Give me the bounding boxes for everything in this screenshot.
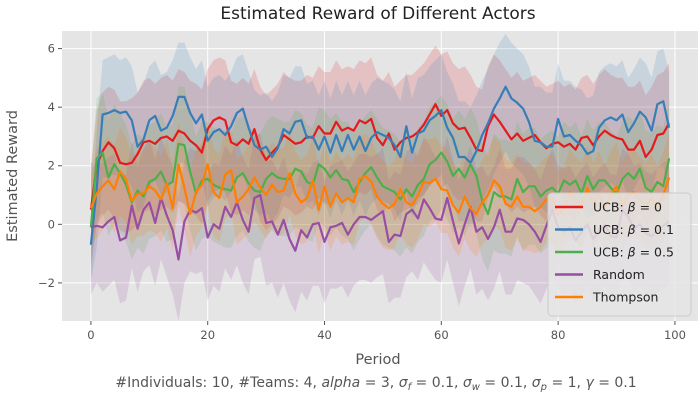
y-axis-ticks: −2 0 2 4 6 xyxy=(38,42,62,290)
legend-label-var: β xyxy=(627,200,636,215)
y-tick-label: −2 xyxy=(38,276,55,290)
legend-label-var: β xyxy=(627,222,636,237)
legend-label-suffix: = 0 xyxy=(636,200,662,215)
chart-title: Estimated Reward of Different Actors xyxy=(220,4,535,24)
legend-box xyxy=(547,192,692,317)
x-tick-label: 80 xyxy=(551,328,566,342)
legend-label-prefix: UCB: xyxy=(593,245,628,260)
x-axis-label: Period xyxy=(355,352,400,368)
y-tick-label: 2 xyxy=(48,159,55,173)
series-line-2 xyxy=(89,142,671,228)
y-tick-label: 4 xyxy=(48,100,55,114)
legend-label: UCB: β = 0.5 xyxy=(593,245,674,260)
legend-label: UCB: β = 0.1 xyxy=(593,222,674,237)
y-tick-label: 0 xyxy=(48,217,55,231)
x-tick-label: 40 xyxy=(317,328,332,342)
legend-label: UCB: β = 0 xyxy=(593,200,662,215)
legend-label: Thompson xyxy=(592,290,658,305)
legend-label-suffix: = 0.5 xyxy=(636,245,674,260)
legend-label-prefix: UCB: xyxy=(593,200,628,215)
chart-caption: #Individuals: 10, #Teams: 4, alpha = 3, … xyxy=(115,375,636,393)
x-tick-label: 0 xyxy=(87,328,94,342)
confidence-band-series-1 xyxy=(90,33,670,283)
series-line-0 xyxy=(89,103,671,210)
x-tick-label: 20 xyxy=(200,328,215,342)
x-tick-label: 100 xyxy=(664,328,686,342)
x-tick-label: 60 xyxy=(434,328,449,342)
confidence-band-series-4 xyxy=(90,121,670,260)
series-line-1 xyxy=(89,85,671,245)
x-axis-ticks: 0 20 40 60 80 100 xyxy=(87,321,686,342)
y-axis-label: Estimated Reward xyxy=(5,110,21,242)
y-tick-label: 6 xyxy=(48,42,55,56)
confidence-band-series-0 xyxy=(90,45,670,266)
legend-label: Random xyxy=(593,267,645,282)
legend-label-suffix: = 0.1 xyxy=(636,222,674,237)
legend-label-prefix: UCB: xyxy=(593,222,628,237)
legend-label-var: β xyxy=(627,245,636,260)
